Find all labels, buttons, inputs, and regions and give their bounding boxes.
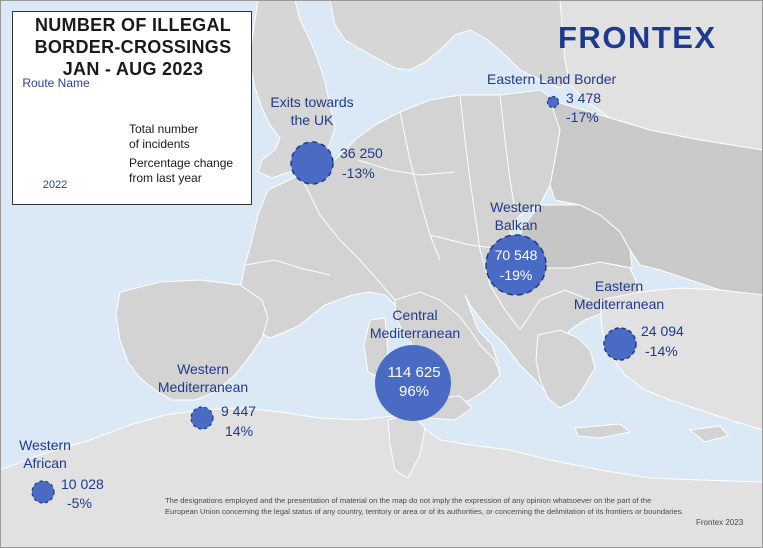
route-count-eastern-land-border: 3 478	[566, 90, 602, 106]
route-name-western-african: Western African	[10, 436, 80, 472]
legend-count-symbol: #	[66, 127, 74, 142]
route-name-line: Mediterranean	[573, 296, 665, 312]
route-change-central-mediterranean: 96%	[398, 383, 430, 400]
iberia	[115, 279, 269, 401]
route-change-western-mediterranean: 14%	[225, 423, 254, 439]
legend-desc-total: Total number of incidents	[129, 122, 198, 152]
legend-title-line: JAN - AUG 2023	[62, 59, 204, 79]
route-change-western-african: -5%	[67, 495, 92, 511]
route-count-central-mediterranean: 114 625	[387, 364, 441, 381]
bubble-western-african	[31, 480, 55, 504]
route-name-line: Mediterranean	[157, 379, 249, 395]
anatolia	[599, 287, 763, 431]
route-count-exits-uk: 36 250	[340, 145, 383, 161]
bubble-western-balkan	[485, 234, 547, 296]
route-count-eastern-mediterranean: 24 094	[641, 323, 684, 339]
route-name-line: Western	[19, 437, 71, 453]
legend-year-current: 2023	[58, 143, 82, 154]
frontex-logo: FRONTEX	[558, 20, 717, 55]
route-count-western-mediterranean: 9 447	[221, 403, 257, 419]
route-change-exits-uk: -13%	[342, 165, 375, 181]
bubble-eastern-land-border	[546, 95, 560, 109]
bubble-central-mediterranean	[375, 345, 451, 421]
legend-title-line: BORDER-CROSSINGS	[34, 37, 232, 57]
route-name-central-mediterranean: Central Mediterranean	[356, 306, 474, 342]
route-change-western-balkan: -19%	[499, 267, 533, 283]
route-name-line: Exits towards	[270, 94, 354, 110]
legend-box: NUMBER OF ILLEGAL BORDER-CROSSINGS JAN -…	[12, 11, 252, 205]
map-disclaimer: The designations employed and the presen…	[165, 496, 684, 516]
legend-desc-line: of incidents	[129, 137, 190, 151]
route-name-line: Central	[392, 307, 438, 323]
great-britain	[249, 0, 336, 179]
map-credit: Frontex 2023	[696, 518, 744, 527]
route-name-line: Western	[490, 199, 542, 215]
crete	[574, 423, 632, 439]
legend-desc-line: Percentage change	[129, 156, 234, 170]
bubble-exits-uk	[290, 141, 334, 185]
legend-desc-line: Total number	[129, 122, 199, 136]
legend-desc-line: from last year	[129, 171, 202, 185]
route-name-eastern-mediterranean: Eastern Mediterranean	[562, 277, 676, 313]
legend-year-previous: 2022	[42, 179, 68, 191]
legend-route-label: Route Name	[22, 76, 90, 90]
route-name-exits-uk: Exits towards the UK	[260, 93, 364, 129]
legend-title: NUMBER OF ILLEGAL BORDER-CROSSINGS JAN -…	[13, 14, 253, 80]
route-name-line: the UK	[290, 112, 334, 128]
route-name-line: Western	[177, 361, 229, 377]
cyprus	[688, 425, 729, 443]
eastern-europe-non-eu	[549, 99, 763, 301]
bubble-eastern-mediterranean	[603, 327, 637, 361]
legend-percent-symbol: %	[64, 157, 76, 172]
legend-title-line: NUMBER OF ILLEGAL	[34, 15, 232, 35]
route-name-line: Mediterranean	[369, 325, 461, 341]
route-count-western-balkan: 70 548	[494, 247, 538, 263]
greece	[535, 329, 596, 409]
route-name-line: Balkan	[494, 217, 538, 233]
route-name-line: African	[23, 455, 67, 471]
route-count-western-african: 10 028	[61, 476, 104, 492]
route-name-western-mediterranean: Western Mediterranean	[148, 360, 258, 396]
route-name-line: Eastern	[594, 278, 644, 294]
route-name-western-balkan: Western Balkan	[476, 198, 556, 234]
route-change-eastern-mediterranean: -14%	[645, 343, 678, 359]
bubble-western-mediterranean	[190, 406, 214, 430]
route-name-eastern-land-border: Eastern Land Border	[487, 71, 617, 87]
route-change-eastern-land-border: -17%	[566, 109, 599, 125]
legend-desc-change: Percentage change from last year	[129, 156, 233, 186]
